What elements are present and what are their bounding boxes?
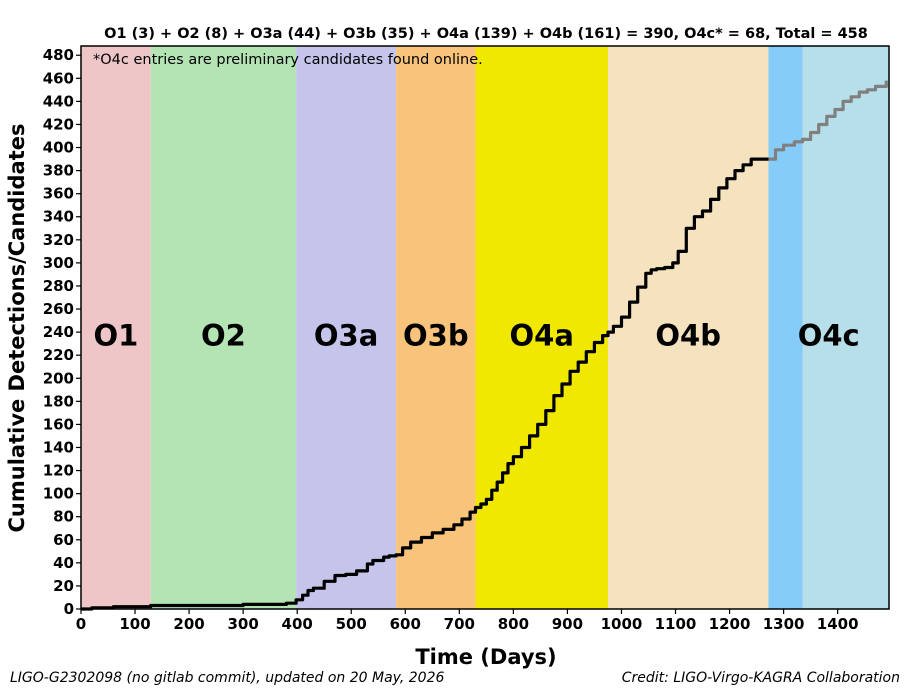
- run-band-o4c-early: [768, 46, 803, 609]
- y-tick-label: 340: [43, 208, 74, 226]
- run-label-o4b: O4b: [655, 318, 721, 352]
- o4c-candidates-line: [768, 80, 888, 161]
- x-tick-label: 500: [336, 615, 367, 633]
- run-band-o4b: [607, 46, 769, 609]
- x-tick-label: 300: [227, 615, 258, 633]
- run-label-o2: O2: [201, 318, 246, 352]
- x-tick-label: 600: [390, 615, 421, 633]
- y-tick-label: 40: [53, 554, 74, 572]
- y-tick-label: 300: [43, 254, 74, 272]
- x-tick-label: 0: [76, 615, 86, 633]
- y-tick-label: 320: [43, 231, 74, 249]
- chart-note: *O4c entries are preliminary candidates …: [93, 52, 483, 68]
- y-tick-label: 180: [43, 392, 74, 410]
- y-axis-ticks: 0 20 40 60 80 100 120 140 160 180 200 220 240 260 280 3…: [43, 46, 81, 618]
- y-tick-label: 120: [43, 462, 74, 480]
- y-tick-label: 20: [53, 577, 74, 595]
- y-tick-label: 360: [43, 185, 74, 203]
- run-band-o3b: [396, 46, 476, 609]
- run-labels: O1 O2 O3a O3b O4a O4b O4c: [93, 318, 859, 352]
- observing-run-bands: [81, 46, 889, 609]
- y-tick-label: 200: [43, 369, 74, 387]
- y-tick-label: 380: [43, 162, 74, 180]
- y-tick-label: 440: [43, 92, 74, 110]
- y-axis-label: Cumulative Detections/Candidates: [5, 124, 29, 533]
- y-tick-label: 0: [64, 600, 74, 618]
- x-tick-label: 1300: [763, 615, 805, 633]
- x-tick-label: 1100: [655, 615, 697, 633]
- run-band-o2: [150, 46, 297, 609]
- y-tick-label: 460: [43, 69, 74, 87]
- y-tick-label: 280: [43, 277, 74, 295]
- run-label-o1: O1: [93, 318, 138, 352]
- y-tick-label: 240: [43, 323, 74, 341]
- x-tick-label: 1400: [817, 615, 859, 633]
- y-tick-label: 140: [43, 438, 74, 456]
- confirmed-detections-line: [81, 157, 769, 611]
- footer-left-text: LIGO-G2302098 (no gitlab commit), update…: [10, 670, 444, 686]
- run-label-o3b: O3b: [403, 318, 469, 352]
- chart-title: O1 (3) + O2 (8) + O3a (44) + O3b (35) + …: [104, 26, 868, 42]
- cumulative-lines: [81, 80, 888, 611]
- run-band-o3a: [296, 46, 397, 609]
- x-axis-label: Time (Days): [415, 645, 556, 669]
- y-tick-label: 60: [53, 531, 74, 549]
- x-tick-label: 900: [552, 615, 583, 633]
- y-tick-label: 220: [43, 346, 74, 364]
- x-axis-ticks: 0 100 200 300 400 500 600 700 800 900 1000 1100 1200…: [76, 609, 859, 633]
- plot-frame: [80, 45, 890, 610]
- run-band-o1: [81, 46, 151, 609]
- y-tick-label: 420: [43, 115, 74, 133]
- y-tick-label: 80: [53, 508, 74, 526]
- y-tick-label: 480: [43, 46, 74, 64]
- y-tick-label: 260: [43, 300, 74, 318]
- run-label-o4a: O4a: [510, 318, 574, 352]
- x-tick-label: 700: [444, 615, 475, 633]
- x-tick-label: 400: [282, 615, 313, 633]
- run-label-o4c: O4c: [798, 318, 860, 352]
- run-band-o4a: [475, 46, 608, 609]
- x-tick-label: 1000: [601, 615, 643, 633]
- footer-right-text: Credit: LIGO-Virgo-KAGRA Collaboration: [622, 670, 900, 686]
- y-tick-label: 400: [43, 139, 74, 157]
- x-tick-label: 200: [173, 615, 204, 633]
- y-tick-label: 160: [43, 415, 74, 433]
- run-label-o3a: O3a: [314, 318, 378, 352]
- x-tick-label: 100: [119, 615, 150, 633]
- y-tick-label: 100: [43, 485, 74, 503]
- x-tick-label: 800: [498, 615, 529, 633]
- x-tick-label: 1200: [709, 615, 751, 633]
